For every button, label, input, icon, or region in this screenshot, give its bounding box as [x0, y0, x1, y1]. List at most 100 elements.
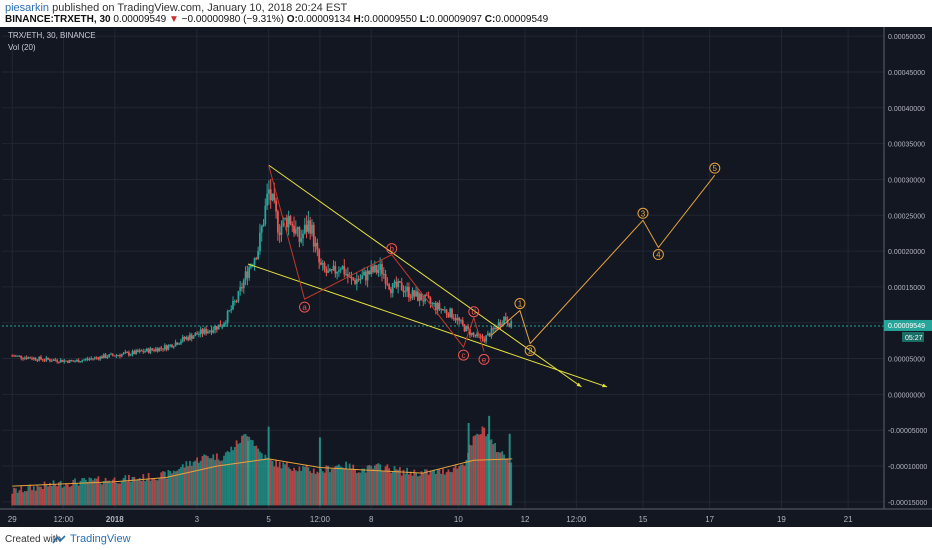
x-tick-label: 21	[844, 515, 853, 524]
volume-bar	[400, 475, 403, 506]
candle-body	[172, 346, 175, 348]
volume-bar	[250, 439, 252, 506]
candle-body	[244, 271, 247, 281]
candle-body	[214, 326, 216, 331]
volume-bar	[140, 480, 143, 506]
wave-label: 3	[641, 209, 646, 218]
candle-body	[59, 359, 62, 363]
candle-body	[409, 297, 412, 299]
volume-bar	[411, 475, 414, 506]
volume-bar	[314, 473, 317, 506]
volume-bar	[198, 462, 200, 506]
price-tag	[884, 319, 932, 331]
candle-body	[86, 358, 89, 360]
candle-body	[273, 193, 276, 201]
volume-bar	[106, 480, 109, 506]
candle-body	[294, 229, 297, 234]
volume-bar	[390, 472, 392, 506]
candle-body	[461, 320, 464, 325]
candle-body	[402, 290, 405, 293]
volume-bar	[23, 491, 26, 506]
candle-body	[233, 301, 236, 303]
candle-body	[364, 271, 367, 281]
candle-body	[75, 360, 78, 362]
y-tick-label: 0.00005000	[888, 357, 925, 364]
candle-body	[246, 271, 249, 278]
open-label: O:	[286, 14, 298, 25]
wave-marker	[709, 162, 721, 174]
volume-bar	[20, 485, 23, 506]
volume-bar	[49, 482, 51, 506]
wave-projection-line	[491, 174, 716, 345]
candle-body	[36, 359, 39, 361]
candle-body	[355, 279, 358, 284]
candle-body	[260, 226, 263, 233]
volume-bar	[312, 468, 315, 506]
candle-body	[276, 211, 279, 233]
candle-body	[451, 308, 453, 318]
candle-body	[189, 334, 191, 340]
volume-bar	[86, 481, 89, 506]
volume-bar	[311, 473, 313, 506]
volume-bar	[223, 455, 225, 506]
volume-bar	[117, 483, 120, 506]
volume-bar	[341, 467, 344, 506]
candle-body	[338, 270, 340, 272]
volume-bar	[206, 456, 209, 506]
volume-bar	[101, 484, 103, 506]
volume-bar	[345, 461, 347, 506]
candle-body	[476, 333, 479, 337]
upper-trend-arrow-icon	[576, 382, 582, 387]
volume-bar	[433, 469, 435, 506]
candle-body	[66, 360, 69, 363]
volume-bar	[133, 476, 136, 506]
candle-body	[388, 284, 391, 290]
symbol-legend: TRX/ETH, 30, BINANCE	[8, 31, 96, 40]
candle-body	[332, 265, 335, 271]
candle-body	[43, 360, 46, 362]
candle-body	[129, 354, 132, 356]
candle-body	[343, 266, 346, 275]
candle-body	[235, 301, 238, 303]
grid-lines	[0, 27, 932, 527]
candle-body	[90, 358, 93, 360]
y-tick-label: 0.00015000	[888, 285, 925, 292]
volume-bar	[357, 472, 360, 506]
volume-bar	[486, 433, 489, 506]
pattern-point-label: b	[389, 245, 394, 254]
volume-bar	[154, 479, 157, 506]
volume-bar	[90, 478, 93, 506]
candle-body	[501, 324, 504, 326]
pattern-point-label: e	[482, 355, 487, 364]
volume-bar	[397, 469, 400, 506]
candle-body	[465, 326, 468, 332]
volume-bar	[192, 461, 195, 506]
volume-bar	[58, 482, 60, 506]
volume-bar	[241, 435, 243, 506]
volume-bar	[40, 486, 42, 506]
candle-body	[14, 355, 17, 357]
wave-marker	[524, 345, 536, 357]
volume-bar	[119, 483, 121, 506]
candle-body	[136, 350, 139, 353]
down-arrow-icon: ▼	[168, 14, 179, 25]
volume-bar	[108, 480, 111, 506]
candle-body	[106, 356, 109, 358]
tradingview-link[interactable]: TradingView	[70, 533, 131, 545]
chart-background	[0, 27, 932, 527]
tradingview-logo-icon	[52, 535, 66, 544]
candle-body	[79, 361, 82, 363]
candle-body	[104, 354, 107, 358]
author-link[interactable]: piesarkin	[5, 2, 50, 14]
volume-bar	[393, 466, 396, 506]
candle-body	[122, 353, 125, 355]
volume-bar	[327, 465, 330, 506]
candle-body	[384, 273, 387, 284]
candle-body	[368, 270, 371, 275]
candle-body	[151, 348, 154, 350]
volume-bar	[375, 464, 378, 506]
pattern-point-marker	[299, 301, 311, 313]
volume-bar	[99, 483, 102, 506]
